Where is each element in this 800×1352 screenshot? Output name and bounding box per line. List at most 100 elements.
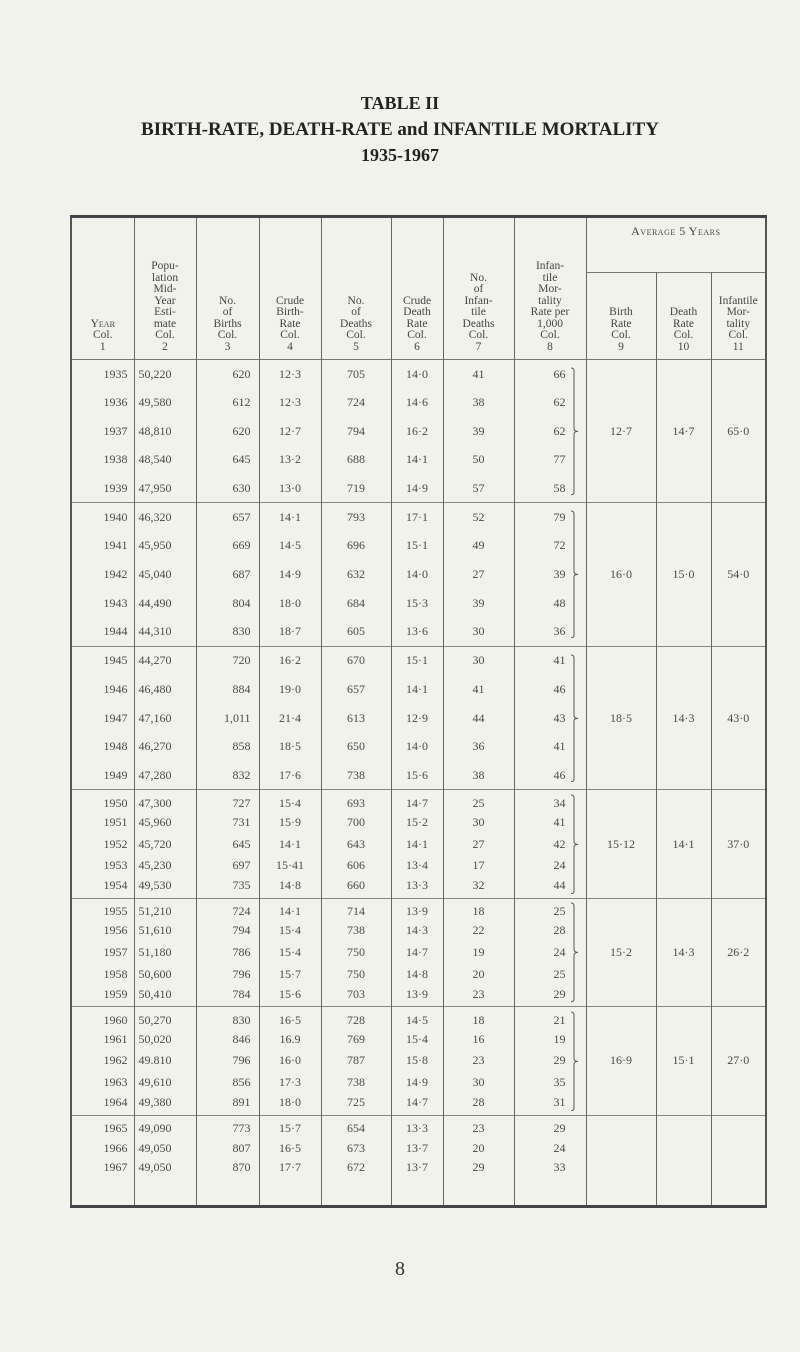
- header-line: 9: [618, 340, 624, 353]
- deaths-cell: 643: [320, 833, 392, 855]
- avg-birth-rate-cell: 16·9: [585, 1006, 657, 1116]
- crude-birth-rate-cell: 13·2: [258, 445, 322, 475]
- header-line: Deaths: [462, 317, 495, 330]
- year-cell: 1960: [70, 1006, 135, 1029]
- infantile-mortality-rate-cell: 25: [513, 963, 587, 985]
- year-cell: 1954: [70, 876, 135, 899]
- table-row: 1963 49,610 856 17·3 738 14·9 30 35: [70, 1071, 766, 1094]
- infantile-mortality-rate-cell: 24: [513, 854, 587, 877]
- crude-birth-rate-cell: 15·7: [258, 963, 322, 985]
- table-row: 1967 49,050 870 17·7 672 13·7 29 33: [70, 1160, 766, 1207]
- header-line: 10: [677, 340, 690, 353]
- crude-birth-rate-cell: 15·6: [258, 985, 322, 1007]
- page-number: 8: [395, 1258, 405, 1280]
- right-brace-icon: [570, 794, 579, 894]
- year-cell: 1961: [70, 1028, 135, 1051]
- header-line: Rate: [672, 317, 695, 330]
- table-row: 1957 51,180 786 15·4 750 14·7 19 24: [70, 941, 766, 964]
- year-cell: 1963: [70, 1071, 135, 1094]
- crude-death-rate-cell: 15·1: [390, 531, 444, 561]
- crude-birth-rate-cell: 15·7: [258, 1115, 322, 1138]
- infantile-deaths-cell: 23: [442, 985, 515, 1007]
- header-line: 1: [99, 340, 106, 353]
- deaths-cell: 738: [320, 919, 392, 942]
- infantile-deaths-cell: 20: [442, 963, 515, 985]
- table-row: 1958 50,600 796 15·7 750 14·8 20 25: [70, 963, 766, 985]
- year-group: 1940 46,320 657 14·1 793 17·1 52 79 16·0 15·0 54·0…: [70, 502, 767, 647]
- births-cell: 731: [195, 811, 260, 834]
- avg-birth-rate-cell: 18·5: [585, 646, 657, 790]
- population-cell: 49,580: [133, 388, 197, 417]
- births-cell: 804: [195, 589, 260, 618]
- deaths-cell: 769: [320, 1028, 392, 1051]
- infantile-deaths-cell: 39: [442, 416, 515, 446]
- year-cell: 1941: [70, 531, 135, 561]
- infantile-mortality-rate-cell: 21: [513, 1006, 587, 1029]
- crude-birth-rate-cell: 16·2: [258, 646, 322, 676]
- infantile-mortality-rate-cell: 29: [513, 1115, 587, 1138]
- infantile-deaths-cell: 57: [442, 474, 515, 503]
- year-cell: 1935: [70, 359, 135, 389]
- deaths-cell: 654: [320, 1115, 392, 1138]
- births-cell: 620: [195, 359, 260, 389]
- avg-infantile-mortality-cell: 26·2: [710, 898, 767, 1007]
- births-cell: 724: [195, 898, 260, 920]
- population-cell: 51,610: [133, 919, 197, 942]
- table-row: 1966 49,050 807 16·5 673 13·7 20 24: [70, 1137, 766, 1161]
- crude-birth-rate-cell: 18·7: [258, 617, 322, 647]
- deaths-cell: 632: [320, 560, 392, 589]
- header-line: Birth: [609, 306, 633, 318]
- deaths-cell: 650: [320, 732, 392, 762]
- crude-death-rate-cell: 14·7: [390, 941, 444, 964]
- header-year: Year Col. 1: [70, 216, 135, 360]
- avg-birth-rate-cell: 16·0: [585, 502, 657, 647]
- header-line: Col.: [611, 329, 631, 341]
- crude-birth-rate-cell: 12·3: [258, 359, 322, 389]
- deaths-cell: 660: [320, 876, 392, 899]
- population-cell: 49,610: [133, 1071, 197, 1094]
- year-cell: 1966: [70, 1137, 135, 1161]
- births-cell: 856: [195, 1071, 260, 1094]
- avg-death-rate-cell: 15·0: [655, 502, 712, 647]
- population-cell: 45,960: [133, 811, 197, 834]
- header-avg-infantile-mortality: Infantile Mor-tality Col. 11: [710, 272, 767, 360]
- avg-birth-rate-cell: [585, 1115, 657, 1207]
- infantile-deaths-cell: 30: [442, 811, 515, 834]
- crude-birth-rate-cell: 16.9: [258, 1028, 322, 1051]
- avg-birth-rate-cell: 12·7: [585, 359, 657, 503]
- crude-birth-rate-cell: 14·9: [258, 560, 322, 589]
- infantile-deaths-cell: 23: [442, 1050, 515, 1072]
- avg-infantile-mortality-cell: [710, 1115, 767, 1207]
- population-cell: 50,220: [133, 359, 197, 389]
- crude-death-rate-cell: 17·1: [390, 502, 444, 532]
- births-cell: 657: [195, 502, 260, 532]
- year-cell: 1947: [70, 703, 135, 733]
- population-cell: 47,280: [133, 761, 197, 790]
- infantile-mortality-rate-cell: 41: [513, 811, 587, 834]
- births-cell: 796: [195, 963, 260, 985]
- crude-death-rate-cell: 12·9: [390, 703, 444, 733]
- header-line: 3: [224, 340, 231, 353]
- population-cell: 47,300: [133, 789, 197, 812]
- deaths-cell: 750: [320, 963, 392, 985]
- infantile-mortality-rate-cell: 31: [513, 1093, 587, 1116]
- header-line: Col.: [217, 329, 238, 341]
- right-brace-icon: [570, 902, 579, 1003]
- crude-birth-rate-cell: 14·8: [258, 876, 322, 899]
- crude-birth-rate-cell: 21·4: [258, 703, 322, 733]
- infantile-deaths-cell: 23: [442, 1115, 515, 1138]
- year-cell: 1964: [70, 1093, 135, 1116]
- population-cell: 49,380: [133, 1093, 197, 1116]
- deaths-cell: 724: [320, 388, 392, 417]
- population-cell: 44,310: [133, 617, 197, 647]
- infantile-deaths-cell: 30: [442, 617, 515, 647]
- year-cell: 1957: [70, 941, 135, 964]
- table-row: 1944 44,310 830 18·7 605 13·6 30 36: [70, 617, 766, 647]
- header-line: Popu-: [151, 260, 179, 272]
- header-line: 8: [547, 340, 553, 353]
- table-row: 1956 51,610 794 15·4 738 14·3 22 28: [70, 919, 766, 942]
- header-avg-death-rate: Death Rate Col. 10: [655, 272, 712, 360]
- crude-death-rate-cell: 14·7: [390, 1093, 444, 1116]
- header-line: 6: [414, 340, 420, 353]
- header-line: Birth-: [276, 306, 304, 318]
